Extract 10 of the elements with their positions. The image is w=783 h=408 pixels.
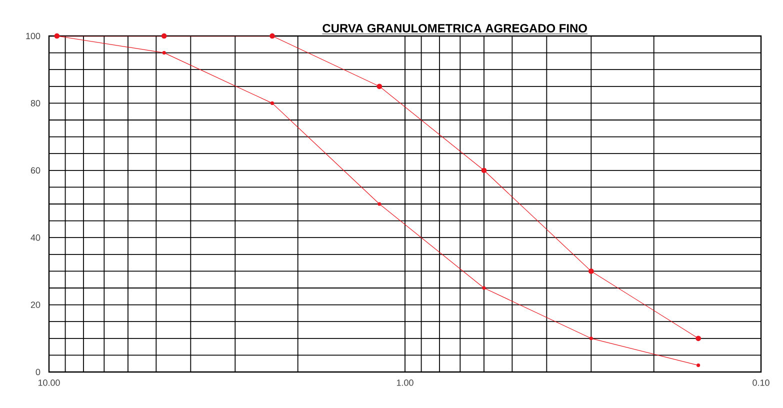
x-tick-label: 1.00 (396, 380, 414, 386)
chart-title: CURVA GRANULOMETRICA AGREGADO FINO (322, 24, 587, 32)
y-tick-label: 80 (30, 100, 40, 106)
y-tick-label: 40 (30, 234, 40, 241)
y-tick-label: 0 (36, 368, 40, 376)
y-tick-label: 100 (26, 32, 40, 40)
y-tick-label: 60 (30, 167, 40, 174)
x-tick-label: 10.00 (38, 380, 60, 386)
x-tick-label: 0.10 (752, 380, 770, 386)
y-tick-label: 20 (30, 302, 40, 308)
